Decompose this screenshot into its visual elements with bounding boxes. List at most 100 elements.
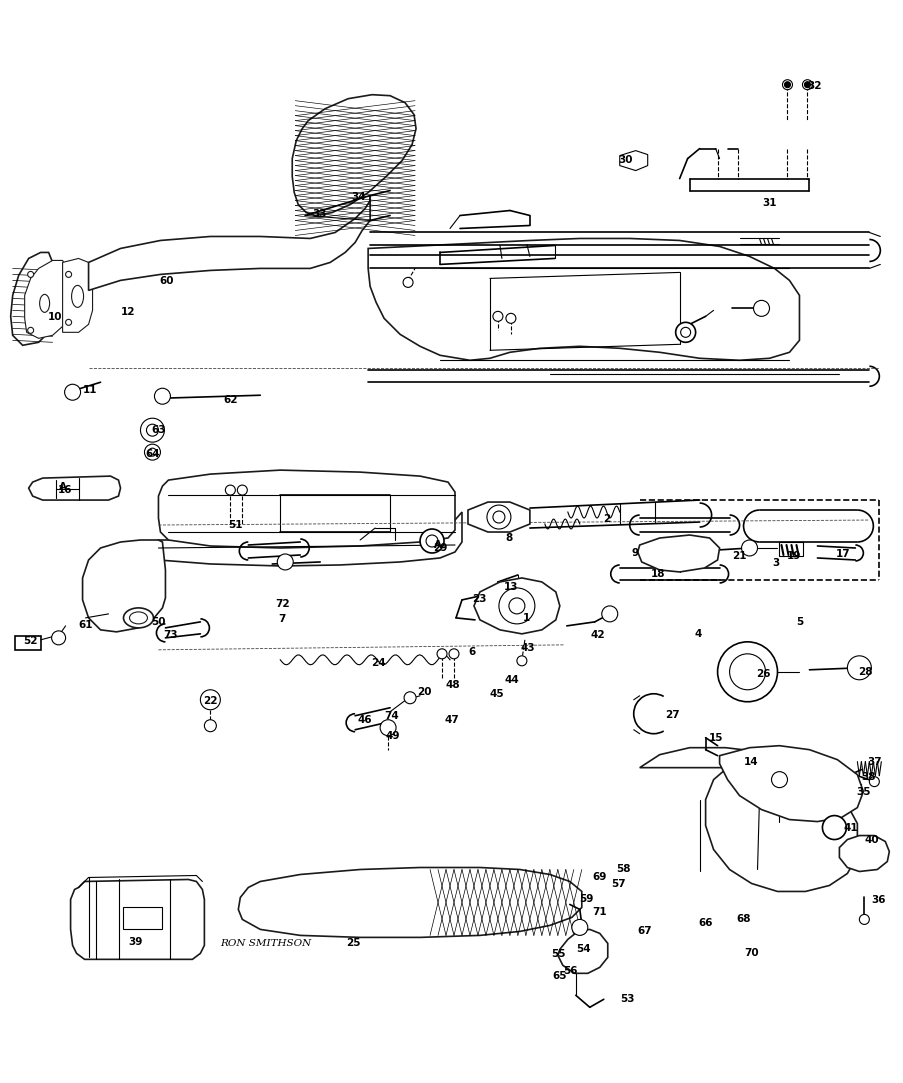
Polygon shape — [639, 747, 856, 891]
Text: 71: 71 — [591, 908, 607, 917]
Polygon shape — [153, 512, 461, 566]
Text: RON SMITHSON: RON SMITHSON — [219, 939, 311, 948]
Polygon shape — [468, 503, 529, 532]
Circle shape — [449, 649, 459, 658]
Circle shape — [66, 319, 71, 325]
Polygon shape — [158, 470, 454, 548]
Polygon shape — [62, 259, 92, 332]
Circle shape — [822, 815, 845, 839]
Text: 14: 14 — [743, 757, 758, 767]
Circle shape — [379, 720, 396, 735]
Circle shape — [403, 277, 413, 287]
Circle shape — [717, 642, 777, 702]
Text: 44: 44 — [504, 675, 518, 684]
Text: 6: 6 — [468, 647, 475, 656]
Circle shape — [508, 598, 525, 614]
Text: 3: 3 — [771, 558, 778, 567]
Text: 10: 10 — [47, 312, 61, 323]
Text: 56: 56 — [563, 966, 577, 977]
Circle shape — [140, 418, 164, 442]
Text: 27: 27 — [665, 709, 679, 720]
Text: 46: 46 — [358, 715, 372, 725]
Circle shape — [146, 425, 158, 436]
Text: 15: 15 — [708, 733, 722, 743]
Text: 1: 1 — [523, 613, 530, 623]
Bar — [778, 542, 803, 556]
Circle shape — [784, 81, 789, 88]
Text: 43: 43 — [520, 643, 535, 653]
Text: 62: 62 — [223, 395, 237, 405]
Text: 60: 60 — [159, 276, 173, 286]
Polygon shape — [24, 260, 67, 338]
Text: 40: 40 — [863, 835, 878, 845]
Text: 8: 8 — [505, 533, 512, 543]
Text: 41: 41 — [842, 823, 857, 833]
Circle shape — [492, 511, 505, 523]
Text: 25: 25 — [346, 938, 360, 949]
Text: 54: 54 — [576, 944, 591, 954]
Text: 19: 19 — [787, 551, 801, 561]
Text: 24: 24 — [370, 657, 385, 668]
Text: 47: 47 — [444, 715, 459, 725]
Ellipse shape — [129, 612, 147, 624]
Text: 55: 55 — [551, 950, 565, 960]
Polygon shape — [473, 578, 559, 634]
Text: 29: 29 — [433, 543, 447, 553]
Circle shape — [517, 656, 526, 666]
Circle shape — [498, 588, 535, 624]
Circle shape — [225, 485, 235, 495]
Text: 12: 12 — [121, 308, 135, 317]
Circle shape — [436, 649, 446, 658]
Circle shape — [804, 81, 810, 88]
Text: 36: 36 — [870, 896, 885, 905]
Circle shape — [237, 485, 247, 495]
Text: 68: 68 — [735, 914, 750, 925]
Polygon shape — [292, 94, 415, 216]
Text: 67: 67 — [637, 926, 651, 937]
Text: 73: 73 — [163, 630, 178, 640]
Text: 9: 9 — [630, 548, 638, 558]
Circle shape — [492, 311, 502, 322]
Text: 22: 22 — [203, 695, 218, 706]
Circle shape — [753, 300, 768, 316]
Ellipse shape — [71, 286, 83, 308]
Polygon shape — [238, 867, 582, 938]
Text: 39: 39 — [128, 938, 143, 948]
Text: 28: 28 — [857, 667, 871, 677]
Text: 63: 63 — [151, 426, 165, 435]
Circle shape — [200, 690, 220, 709]
Text: 59: 59 — [579, 895, 593, 904]
Polygon shape — [619, 151, 647, 170]
Text: 45: 45 — [489, 689, 504, 699]
Text: 5: 5 — [795, 617, 802, 627]
Polygon shape — [88, 196, 369, 290]
Text: 37: 37 — [866, 757, 880, 767]
Polygon shape — [839, 836, 889, 872]
Circle shape — [729, 654, 765, 690]
Text: 74: 74 — [385, 710, 399, 720]
Circle shape — [28, 327, 33, 334]
Text: 52: 52 — [23, 636, 38, 645]
Text: 31: 31 — [761, 197, 776, 208]
Polygon shape — [719, 746, 862, 822]
Circle shape — [144, 444, 160, 460]
Text: 21: 21 — [731, 551, 746, 561]
Text: 34: 34 — [350, 192, 365, 201]
Circle shape — [420, 529, 443, 553]
Text: 51: 51 — [228, 520, 242, 530]
Circle shape — [846, 656, 870, 680]
Polygon shape — [70, 879, 204, 960]
Text: 11: 11 — [83, 386, 98, 395]
Circle shape — [680, 327, 690, 337]
Circle shape — [869, 777, 879, 786]
Text: 16: 16 — [57, 485, 71, 495]
Text: 2: 2 — [602, 514, 610, 524]
Text: 65: 65 — [552, 971, 566, 981]
Text: 66: 66 — [698, 918, 712, 928]
Text: 48: 48 — [445, 680, 460, 690]
Circle shape — [770, 772, 787, 787]
Polygon shape — [29, 477, 120, 500]
Bar — [123, 908, 163, 929]
Polygon shape — [11, 252, 52, 345]
Circle shape — [404, 692, 415, 704]
